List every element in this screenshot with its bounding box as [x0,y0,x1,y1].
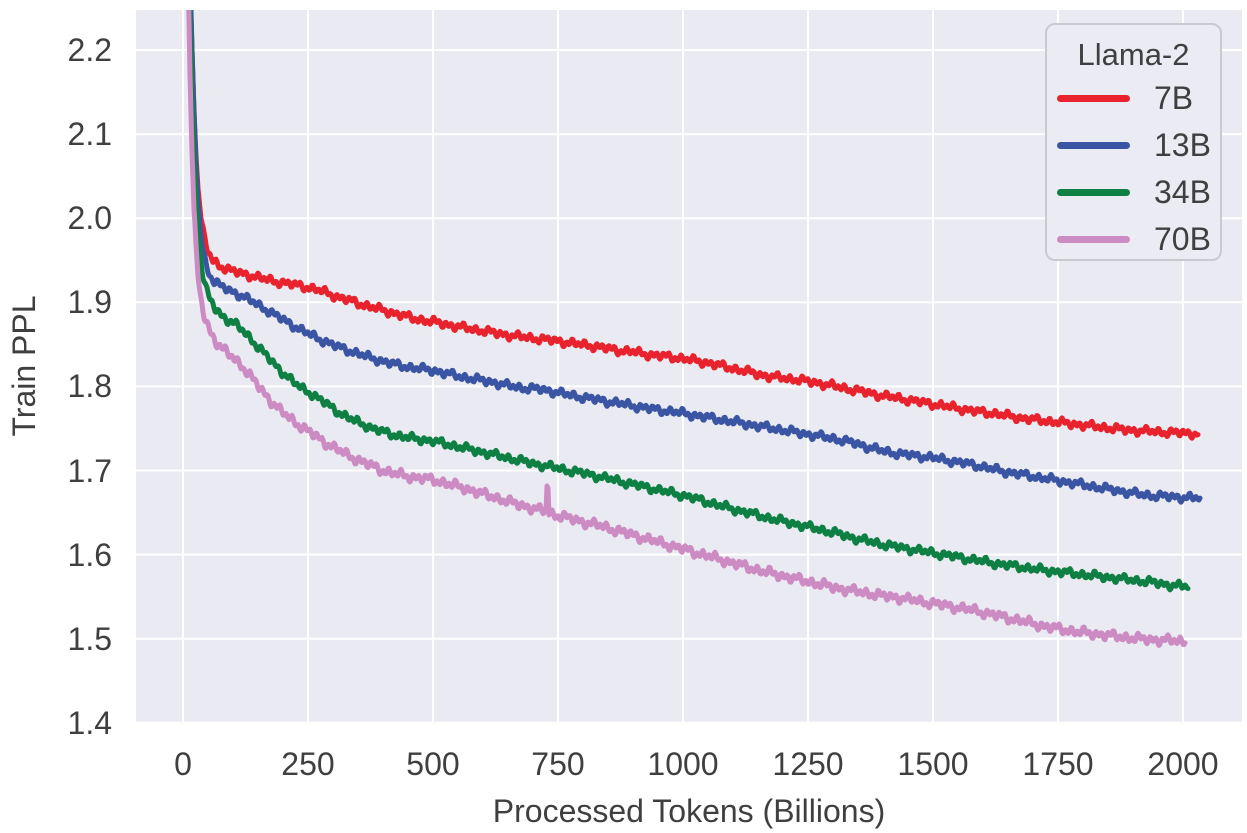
legend-label-13b: 13B [1154,127,1211,163]
x-tick-label: 2000 [1147,746,1219,782]
series-line-13b [188,10,1203,505]
legend-line-swatch-34b [1057,189,1130,196]
x-tick-label: 1500 [897,746,969,782]
series-line-34b [187,10,1191,593]
legend-entry-34b: 34B [1047,169,1220,216]
legend-title: Llama-2 [1077,37,1190,72]
legend-entry-7b: 7B [1047,75,1220,122]
legend-label-34b: 34B [1154,174,1211,210]
legend-label-7b: 7B [1154,80,1194,116]
legend-entry-13b: 13B [1047,122,1220,169]
y-axis-title: Train PPL [6,295,42,437]
legend-entry-70b: 70B [1047,216,1220,263]
series-line-7b [188,10,1201,441]
legend-line-swatch-70b [1057,236,1130,243]
y-tick-label: 1.4 [67,704,112,741]
x-tick-label: 1250 [772,746,844,782]
y-tick-label: 1.7 [67,452,112,489]
legend-label-70b: 70B [1154,221,1211,257]
x-tick-label: 1000 [647,746,719,782]
y-tick-label: 1.8 [67,368,112,405]
x-axis-title: Processed Tokens (Billions) [492,793,886,829]
data-series-lines [186,10,1203,648]
x-tick-label: 250 [281,746,335,782]
legend-box: Llama-2 7B 13B 34B 70B [1045,23,1222,261]
y-tick-label: 2.1 [67,116,112,153]
legend-line-swatch-7b [1057,95,1130,102]
series-line-70b [186,10,1188,648]
x-tick-label: 750 [531,746,585,782]
legend-line-swatch-13b [1057,142,1130,149]
y-tick-label: 2.0 [67,200,112,237]
y-tick-label: 1.9 [67,284,112,321]
y-tick-label: 1.5 [67,620,112,657]
x-tick-label: 0 [174,746,192,782]
y-tick-label: 2.2 [67,32,112,68]
x-tick-label: 500 [406,746,460,782]
y-tick-label: 1.6 [67,536,112,573]
x-tick-label: 1750 [1022,746,1094,782]
